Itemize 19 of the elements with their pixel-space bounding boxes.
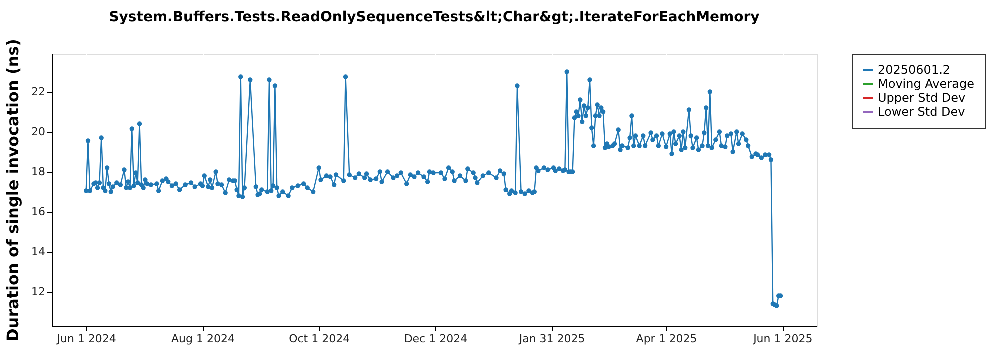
y-tick-label: 16 (32, 206, 46, 218)
x-tick-label: Jan 31 2025 (518, 332, 586, 346)
legend-label: Lower Std Dev (878, 105, 966, 119)
y-axis-title: Duration of single invocation (ns) (4, 39, 23, 342)
y-tick-label: 14 (32, 246, 46, 258)
y-tick-label: 18 (32, 166, 46, 178)
x-tick-label: Jun 1 2024 (56, 332, 116, 346)
y-tick-label: 20 (32, 126, 46, 138)
x-tick-label: Aug 1 2024 (171, 332, 235, 346)
x-tick-label: Dec 1 2024 (404, 332, 468, 346)
y-tick-label: 22 (32, 86, 46, 98)
legend-label: 20250601.2 (878, 63, 951, 77)
y-tick-label: 12 (32, 286, 46, 298)
legend-label: Upper Std Dev (878, 91, 966, 105)
x-tick-label: Oct 1 2024 (289, 332, 350, 346)
chart-title: System.Buffers.Tests.ReadOnlySequenceTests&lt;Char&gt;.IterateForEachMemory (109, 10, 760, 26)
legend-label: Moving Average (878, 77, 974, 91)
x-tick-label: Jun 1 2025 (752, 332, 813, 346)
x-tick-label: Apr 1 2025 (636, 332, 698, 346)
